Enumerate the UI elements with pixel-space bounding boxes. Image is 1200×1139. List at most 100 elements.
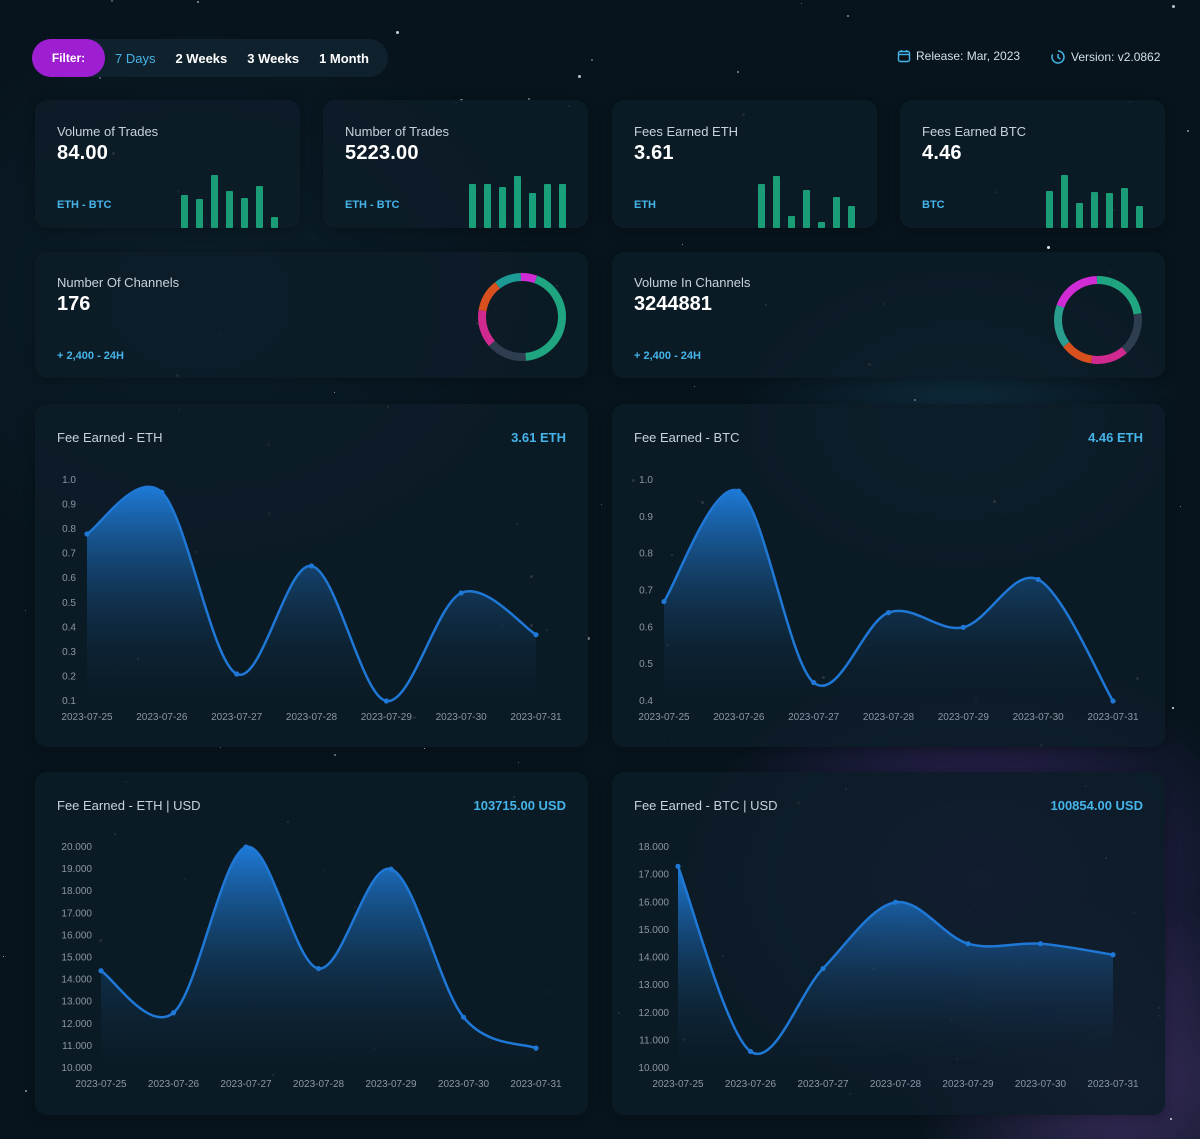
- y-tick-label: 0.2: [62, 671, 76, 682]
- stat-card-number-of-trades: Number of Trades 5223.00 ETH - BTC: [323, 100, 588, 228]
- data-point[interactable]: [1110, 952, 1116, 958]
- y-tick-label: 18.000: [638, 842, 669, 853]
- data-point[interactable]: [98, 968, 104, 974]
- y-tick-label: 0.7: [639, 586, 653, 597]
- fee-earned-eth-chart-card: Fee Earned - ETH 3.61 ETH 0.1 0.2 0.3 0.4 0.…: [35, 404, 588, 747]
- data-point[interactable]: [533, 632, 539, 638]
- x-tick-label: 2023-07-26: [136, 712, 188, 723]
- mini-bar: [1076, 203, 1083, 228]
- data-point[interactable]: [533, 1045, 539, 1051]
- channels-volume-card: Volume In Channels 3244881 + 2,400 - 24H: [612, 252, 1165, 378]
- filter-option-7-days[interactable]: 7 Days: [115, 50, 156, 66]
- stat-label: Fees Earned BTC: [922, 124, 1027, 139]
- y-tick-label: 12.000: [638, 1008, 669, 1019]
- star-dot: [1187, 130, 1189, 132]
- stat-pair: ETH: [634, 199, 656, 211]
- mini-bar-chart: [1038, 168, 1143, 228]
- data-point[interactable]: [1035, 576, 1041, 583]
- stat-pair: ETH - BTC: [345, 199, 400, 211]
- data-point[interactable]: [965, 941, 971, 947]
- channels-donut-chart: [478, 273, 566, 361]
- y-tick-label: 0.7: [62, 549, 76, 560]
- data-point[interactable]: [383, 698, 389, 704]
- chart-total: 100854.00 USD: [1050, 798, 1143, 813]
- data-point[interactable]: [1037, 941, 1044, 947]
- x-tick-label: 2023-07-28: [870, 1079, 922, 1090]
- series-line: [100, 845, 537, 1050]
- mini-bar: [226, 191, 233, 228]
- data-point[interactable]: [661, 598, 667, 605]
- data-point[interactable]: [747, 1048, 754, 1055]
- x-tick-label: 2023-07-26: [713, 712, 765, 723]
- y-tick-label: 14.000: [638, 953, 669, 964]
- star-dot: [111, 0, 113, 2]
- data-point[interactable]: [308, 563, 315, 569]
- x-tick-label: 2023-07-25: [638, 712, 690, 723]
- data-point[interactable]: [1110, 698, 1116, 704]
- mini-bar: [833, 197, 840, 228]
- x-tick-label: 2023-07-30: [438, 1079, 490, 1090]
- y-tick-label: 17.000: [638, 870, 669, 881]
- data-point[interactable]: [84, 531, 90, 537]
- y-tick-label: 15.000: [61, 953, 92, 964]
- data-point[interactable]: [458, 590, 464, 596]
- version-info: Version: v2.0862: [1050, 49, 1160, 65]
- x-tick-label: 2023-07-30: [1015, 1079, 1067, 1090]
- mini-bar: [758, 184, 765, 228]
- x-tick-label: 2023-07-28: [286, 712, 338, 723]
- star-dot: [914, 399, 916, 401]
- filter-button[interactable]: Filter:: [32, 39, 105, 77]
- y-tick-label: 17.000: [61, 908, 92, 919]
- data-point[interactable]: [675, 863, 681, 869]
- channels-count-card: Number Of Channels 176 + 2,400 - 24H: [35, 252, 588, 378]
- x-tick-label: 2023-07-30: [436, 712, 488, 723]
- filter-option-1-month[interactable]: 1 Month: [319, 50, 369, 66]
- mini-bar: [499, 187, 506, 228]
- data-point[interactable]: [315, 965, 322, 972]
- chart-total: 3.61 ETH: [511, 430, 566, 445]
- data-point[interactable]: [388, 866, 394, 872]
- x-tick-label: 2023-07-29: [365, 1079, 417, 1090]
- star-dot: [694, 386, 695, 387]
- y-tick-label: 0.6: [639, 622, 653, 633]
- y-tick-label: 0.3: [62, 647, 76, 658]
- data-point[interactable]: [811, 679, 817, 686]
- donut-segment: [1054, 304, 1070, 347]
- y-tick-label: 18.000: [61, 886, 92, 897]
- mini-bar: [818, 222, 825, 228]
- filter-option-2-weeks[interactable]: 2 Weeks: [175, 50, 228, 66]
- calendar-icon: [897, 50, 911, 63]
- data-point[interactable]: [170, 1010, 177, 1016]
- y-tick-label: 0.8: [639, 549, 653, 560]
- donut-segment: [520, 273, 538, 284]
- star-dot: [682, 244, 683, 245]
- data-point[interactable]: [460, 1014, 467, 1020]
- stat-value: 84.00: [57, 142, 109, 164]
- data-point[interactable]: [736, 488, 742, 494]
- star-dot: [1047, 246, 1050, 249]
- filter-option-3-weeks[interactable]: 3 Weeks: [247, 50, 300, 66]
- data-point[interactable]: [234, 671, 240, 677]
- clock-history-icon: [1051, 50, 1065, 64]
- star-dot: [737, 71, 739, 73]
- fee-earned-eth-usd-chart-card: Fee Earned - ETH | USD 103715.00 USD 10.…: [35, 772, 588, 1115]
- data-point[interactable]: [885, 610, 892, 616]
- y-tick-label: 0.8: [62, 524, 76, 535]
- y-tick-label: 15.000: [638, 925, 669, 936]
- stat-card-volume-of-trades: Volume of Trades 84.00 ETH - BTC: [35, 100, 300, 228]
- x-tick-label: 2023-07-25: [61, 712, 113, 723]
- data-point[interactable]: [892, 899, 899, 905]
- data-point[interactable]: [159, 489, 165, 495]
- stat-label: Volume of Trades: [57, 124, 159, 139]
- mini-bar: [181, 195, 188, 228]
- star-dot: [1172, 5, 1175, 8]
- y-tick-label: 0.5: [639, 659, 653, 670]
- mini-bar: [1106, 193, 1113, 228]
- data-point[interactable]: [820, 965, 826, 972]
- y-tick-label: 13.000: [61, 997, 92, 1008]
- mini-bar: [271, 217, 278, 228]
- y-tick-label: 1.0: [639, 475, 653, 486]
- date-filter-bar: Filter: 7 Days 2 Weeks 3 Weeks 1 Month: [32, 39, 388, 77]
- data-point[interactable]: [243, 844, 249, 850]
- data-point[interactable]: [960, 624, 966, 630]
